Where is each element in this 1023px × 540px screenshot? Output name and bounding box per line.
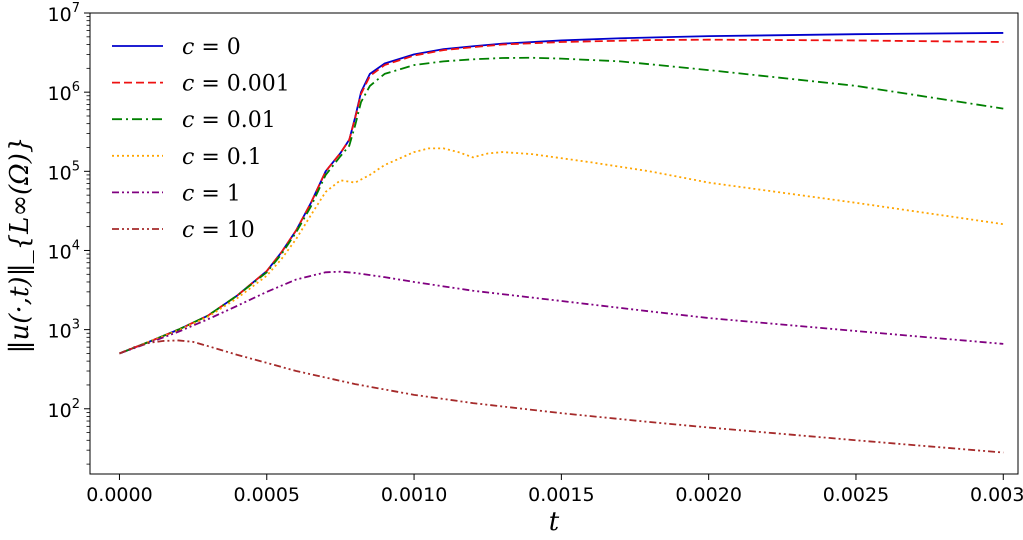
- legend-label-4: c = 1: [182, 181, 241, 206]
- series-line-1: [119, 38, 1004, 355]
- series-line-2: [119, 56, 1004, 355]
- series-line-3: [119, 147, 1004, 355]
- series-line-5: [119, 339, 1004, 454]
- y-tick-label: 103: [48, 318, 80, 343]
- y-axis: 102 103 104 105 106 107: [48, 1, 90, 465]
- y-tick-label: 105: [48, 159, 80, 184]
- series-line-4: [119, 270, 1004, 355]
- x-tick-label: 0.0025: [823, 484, 889, 506]
- x-tick-label: 0.0000: [86, 484, 152, 506]
- series-layer: [119, 32, 1004, 454]
- legend-label-0: c = 0: [182, 35, 241, 60]
- x-tick-label: 0.0010: [381, 484, 447, 506]
- legend-label-2: c = 0.01: [182, 108, 276, 133]
- x-axis: 0.0000 0.0005 0.0010 0.0015 0.0020 0.0025 0.00…: [86, 474, 1023, 506]
- x-tick-label: 0.0020: [675, 484, 741, 506]
- legend-label-3: c = 0.1: [182, 145, 262, 170]
- y-tick-label: 104: [48, 238, 80, 263]
- y-tick-label: 102: [48, 397, 80, 422]
- y-axis-label: ‖u(·,t)‖_{L∞(Ω)}: [5, 137, 35, 354]
- legend-label-5: c = 10: [182, 218, 255, 243]
- y-tick-label: 106: [48, 80, 80, 105]
- x-axis-label: t: [549, 507, 560, 537]
- legend-label-1: c = 0.001: [182, 72, 290, 97]
- x-tick-label: 0.0015: [528, 484, 594, 506]
- x-tick-label: 0.0005: [234, 484, 300, 506]
- plot-area: [89, 12, 1019, 475]
- y-tick-label: 107: [48, 1, 80, 26]
- legend: c = 0 c = 0.001 c = 0.01 c = 0.1 c = 1 c = 10: [112, 35, 290, 243]
- x-tick-label: 0.0030: [970, 484, 1023, 506]
